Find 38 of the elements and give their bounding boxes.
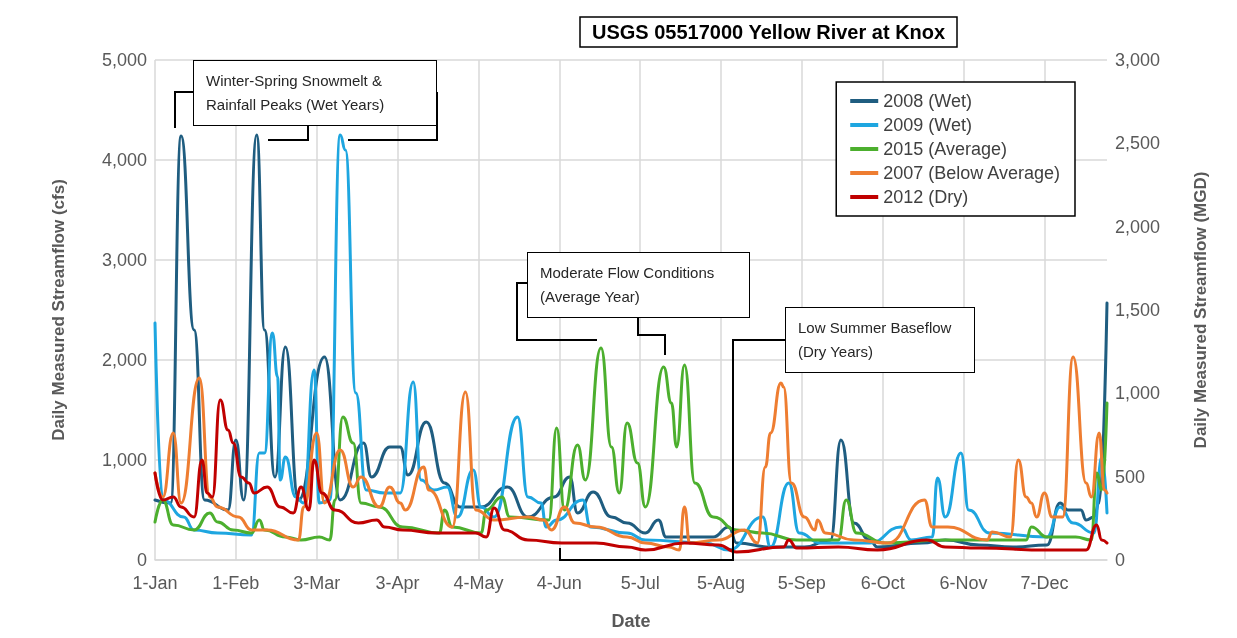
x-tick-label: 6-Oct: [860, 573, 905, 593]
x-tick-label: 7-Dec: [1020, 573, 1069, 593]
y2-tick-label: 3,000: [1115, 50, 1161, 70]
y2-tick-label: 1,500: [1115, 300, 1161, 320]
line-series: [153, 398, 1109, 554]
legend-label: 2009 (Wet): [883, 115, 972, 135]
legend-label: 2007 (Below Average): [883, 163, 1061, 183]
y2-axis-title: Daily Measured Streamflow (MGD): [1191, 171, 1210, 449]
y2-tick-label: 500: [1115, 466, 1146, 487]
y2-tick-label: 2,000: [1115, 216, 1161, 237]
x-tick-label: 5-Jul: [620, 573, 660, 593]
callout-box: Winter-Spring Snowmelt & Rainfall Peaks (Wet Years): [193, 60, 437, 126]
legend-label: 2015 (Average): [883, 139, 1007, 159]
legend-label: 2012 (Dry): [883, 187, 969, 207]
x-tick-label: 1-Jan: [132, 573, 178, 593]
legend-label: 2008 (Wet): [883, 91, 972, 111]
y-tick-label: 1,000: [101, 450, 147, 470]
x-tick-label: 3-Apr: [375, 573, 420, 593]
y-tick-label: 3,000: [101, 250, 147, 270]
y-tick-label: 4,000: [101, 150, 147, 170]
x-tick-label: 6-Nov: [939, 573, 988, 593]
x-tick-label: 4-May: [453, 573, 504, 593]
x-tick-label: 5-Aug: [696, 573, 746, 593]
callout-box: Low Summer Baseflow (Dry Years): [785, 307, 975, 373]
y2-tick-label: 2,500: [1115, 133, 1161, 154]
callout-box: Moderate Flow Conditions (Average Year): [527, 252, 750, 318]
x-tick-label: 4-Jun: [536, 573, 582, 593]
x-axis-title: Date: [611, 611, 651, 631]
y-tick-label: 5,000: [101, 50, 147, 70]
y2-tick-label: 0: [1115, 550, 1126, 570]
x-tick-label: 1-Feb: [212, 573, 260, 593]
x-tick-label: 3-Mar: [293, 573, 341, 593]
y2-tick-label: 1,000: [1115, 383, 1161, 404]
x-tick-label: 5-Sep: [777, 573, 826, 593]
y-tick-label: 2,000: [101, 350, 147, 370]
y-tick-label: 0: [136, 550, 147, 570]
y-axis-title: Daily Measured Streamflow (cfs): [49, 179, 68, 441]
chart-title: USGS 05517000 Yellow River at Knox: [592, 21, 946, 43]
